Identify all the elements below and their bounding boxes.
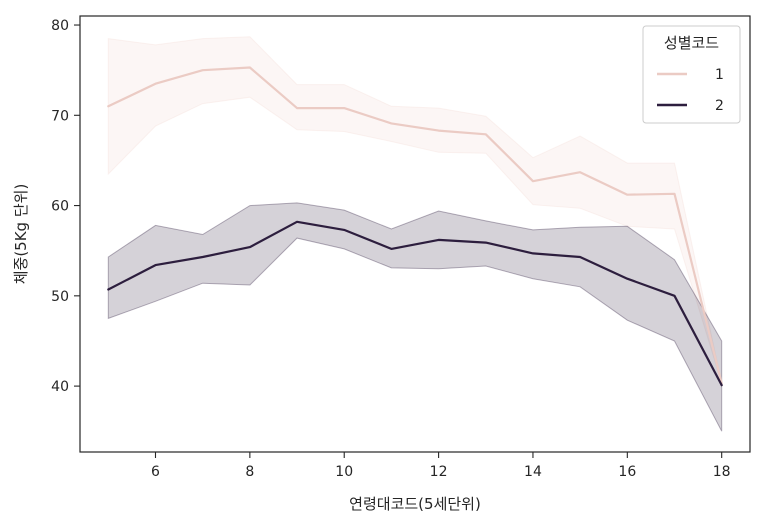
x-tick-label: 10 xyxy=(335,464,353,480)
legend-title: 성별코드 xyxy=(664,34,719,52)
y-axis-ticks: 40 50 60 70 80 xyxy=(51,18,80,395)
legend-label-2: 2 xyxy=(715,98,724,114)
series-lines xyxy=(107,66,723,387)
x-tick-label: 6 xyxy=(151,464,160,480)
series-2-band xyxy=(107,202,723,432)
y-tick-label: 50 xyxy=(51,289,69,305)
confidence-bands xyxy=(107,36,723,432)
y-tick-label: 80 xyxy=(51,18,69,34)
series-1-band xyxy=(107,36,723,384)
legend-box xyxy=(642,25,741,124)
x-tick-label: 12 xyxy=(430,464,448,480)
legend: 성별코드 1 2 xyxy=(642,25,741,124)
series-1-line xyxy=(107,66,723,385)
series-2-line xyxy=(107,220,723,387)
plot-frame xyxy=(79,15,751,453)
y-axis-label: 체중(5Kg 단위) xyxy=(12,184,30,285)
legend-label-1: 1 xyxy=(715,67,724,83)
x-tick-label: 16 xyxy=(618,464,636,480)
x-axis-ticks: 6 8 10 12 14 16 18 xyxy=(151,452,731,480)
x-tick-label: 18 xyxy=(713,464,731,480)
y-tick-label: 70 xyxy=(51,108,69,124)
x-axis-label: 연령대코드(5세단위) xyxy=(349,495,481,513)
y-tick-label: 40 xyxy=(51,379,69,395)
y-tick-label: 60 xyxy=(51,199,69,215)
x-tick-label: 8 xyxy=(245,464,254,480)
x-tick-label: 14 xyxy=(524,464,542,480)
